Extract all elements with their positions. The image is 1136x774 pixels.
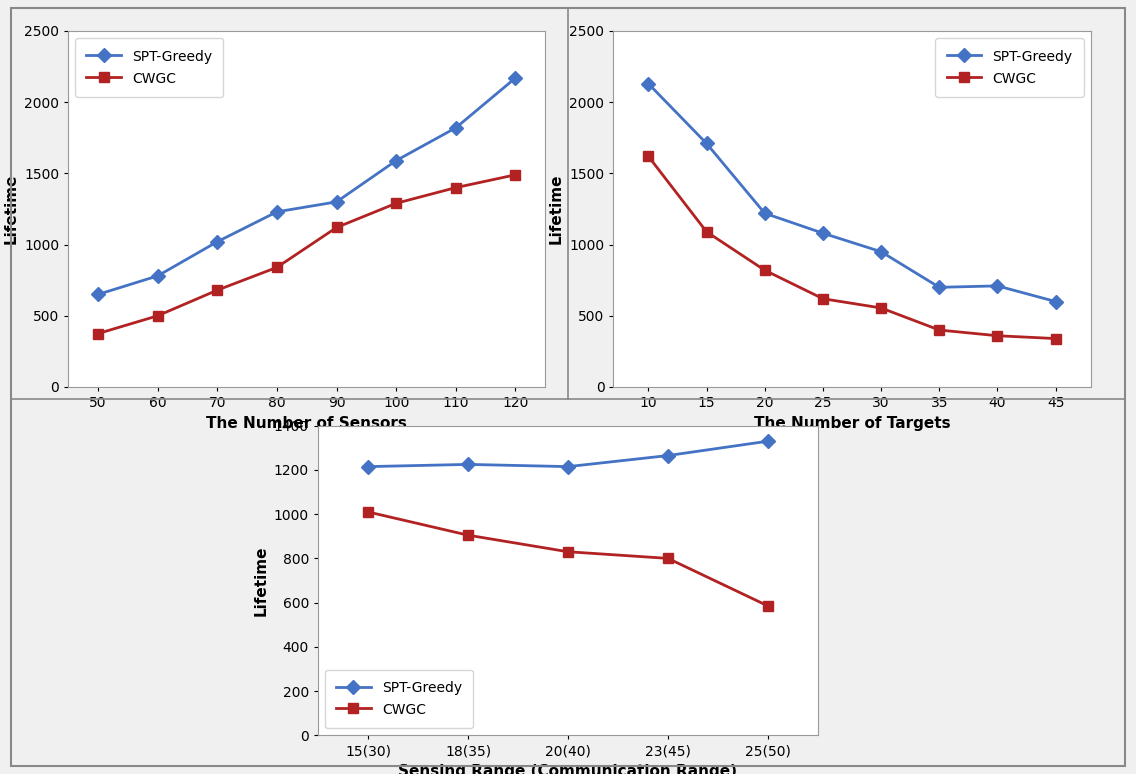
CWGC <box>761 601 775 611</box>
Line: SPT-Greedy: SPT-Greedy <box>364 437 772 471</box>
CWGC <box>361 507 375 516</box>
X-axis label: Sensing Range (Communication Range): Sensing Range (Communication Range) <box>399 764 737 774</box>
X-axis label: The Number of Sensors: The Number of Sensors <box>207 416 407 430</box>
SPT-Greedy <box>642 79 655 88</box>
CWGC <box>661 553 675 563</box>
Y-axis label: Lifetime: Lifetime <box>549 173 563 245</box>
SPT-Greedy <box>700 139 713 148</box>
Line: SPT-Greedy: SPT-Greedy <box>93 73 520 300</box>
CWGC <box>461 530 475 539</box>
CWGC <box>700 227 713 236</box>
SPT-Greedy <box>991 281 1004 290</box>
SPT-Greedy <box>661 451 675 461</box>
SPT-Greedy <box>758 209 771 218</box>
SPT-Greedy <box>461 460 475 469</box>
CWGC <box>390 199 403 208</box>
Y-axis label: Lifetime: Lifetime <box>3 173 18 245</box>
SPT-Greedy <box>329 197 343 207</box>
SPT-Greedy <box>151 271 165 280</box>
Legend: SPT-Greedy, CWGC: SPT-Greedy, CWGC <box>75 38 224 97</box>
Line: CWGC: CWGC <box>364 507 772 611</box>
Line: CWGC: CWGC <box>643 152 1061 344</box>
SPT-Greedy <box>210 237 224 246</box>
X-axis label: The Number of Targets: The Number of Targets <box>753 416 951 430</box>
SPT-Greedy <box>933 283 946 292</box>
SPT-Greedy <box>761 437 775 446</box>
CWGC <box>561 547 575 557</box>
CWGC <box>816 294 829 303</box>
Legend: SPT-Greedy, CWGC: SPT-Greedy, CWGC <box>325 670 474 728</box>
CWGC <box>991 331 1004 341</box>
SPT-Greedy <box>509 74 523 83</box>
CWGC <box>758 265 771 275</box>
CWGC <box>642 152 655 161</box>
SPT-Greedy <box>561 462 575 471</box>
CWGC <box>270 262 284 272</box>
CWGC <box>151 311 165 320</box>
SPT-Greedy <box>875 247 888 256</box>
CWGC <box>329 223 343 232</box>
CWGC <box>875 303 888 313</box>
CWGC <box>1049 334 1062 343</box>
CWGC <box>933 325 946 334</box>
SPT-Greedy <box>390 156 403 165</box>
SPT-Greedy <box>91 289 105 299</box>
Legend: SPT-Greedy, CWGC: SPT-Greedy, CWGC <box>935 38 1084 97</box>
SPT-Greedy <box>270 207 284 217</box>
SPT-Greedy <box>1049 297 1062 307</box>
CWGC <box>210 286 224 295</box>
SPT-Greedy <box>816 228 829 238</box>
SPT-Greedy <box>361 462 375 471</box>
Y-axis label: Lifetime: Lifetime <box>253 545 268 616</box>
CWGC <box>91 329 105 338</box>
Line: SPT-Greedy: SPT-Greedy <box>643 79 1061 307</box>
CWGC <box>449 183 462 192</box>
SPT-Greedy <box>449 123 462 132</box>
CWGC <box>509 170 523 180</box>
Line: CWGC: CWGC <box>93 170 520 338</box>
